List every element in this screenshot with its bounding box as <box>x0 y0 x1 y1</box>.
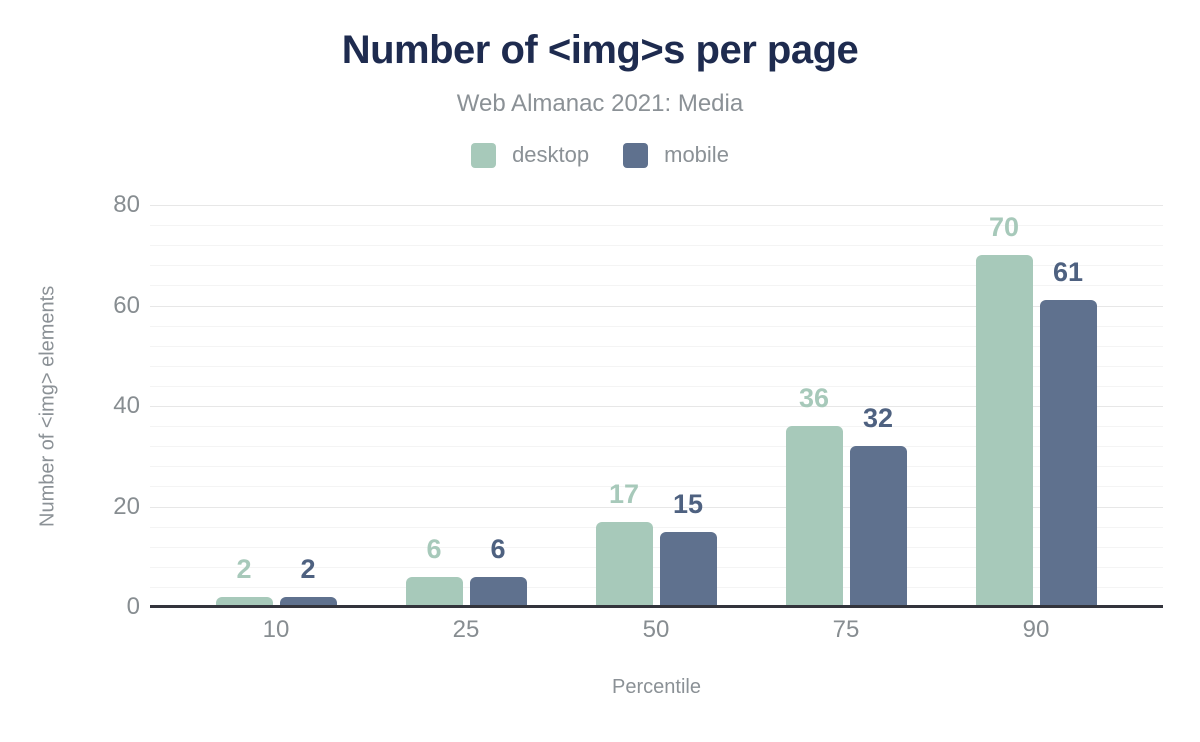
legend-label-mobile: mobile <box>664 142 729 167</box>
gridline <box>150 305 1163 307</box>
gridline <box>150 385 1163 387</box>
value-label-desktop-50: 17 <box>608 478 640 509</box>
y-tick-20: 20 <box>113 492 140 520</box>
bar-desktop-25[interactable] <box>405 576 463 607</box>
legend-swatch-desktop <box>471 142 497 168</box>
x-axis-ticks: 10 25 50 75 90 <box>150 616 1163 646</box>
bar-mobile-10[interactable] <box>279 596 337 607</box>
gridline <box>150 526 1163 528</box>
gridline <box>150 225 1163 227</box>
bar-mobile-75[interactable] <box>849 446 907 607</box>
legend-item-mobile[interactable]: mobile <box>623 142 729 168</box>
value-label-mobile-75: 32 <box>862 403 894 434</box>
x-tick-75: 75 <box>832 616 860 643</box>
gridline <box>150 345 1163 347</box>
legend: desktop mobile <box>0 142 1200 168</box>
y-axis-title: Number of <img> elements <box>36 285 59 527</box>
chart-title: Number of <img>s per page <box>341 28 859 72</box>
gridline <box>150 406 1163 407</box>
y-axis-ticks: 0 20 40 60 80 <box>70 193 140 619</box>
legend-item-desktop[interactable]: desktop <box>471 142 589 168</box>
gridline <box>150 546 1163 548</box>
bar-mobile-90[interactable] <box>1039 300 1097 607</box>
value-label-desktop-75: 36 <box>798 383 830 414</box>
legend-label-desktop: desktop <box>512 142 590 167</box>
gridline <box>150 285 1163 287</box>
y-tick-40: 40 <box>113 392 140 419</box>
gridline <box>150 325 1163 327</box>
bar-desktop-50[interactable] <box>595 521 653 607</box>
x-tick-50: 50 <box>642 616 670 643</box>
gridline <box>150 265 1163 267</box>
value-label-desktop-90: 70 <box>988 212 1020 243</box>
bar-desktop-75[interactable] <box>785 426 843 607</box>
legend-swatch-mobile <box>623 142 649 168</box>
chart-subtitle: Web Almanac 2021: Media <box>456 90 744 117</box>
x-axis-line <box>150 605 1163 608</box>
value-label-desktop-10: 2 <box>236 553 252 584</box>
x-tick-25: 25 <box>452 616 480 643</box>
gridline <box>150 365 1163 367</box>
bar-mobile-50[interactable] <box>659 531 717 607</box>
gridline <box>150 426 1163 428</box>
plot-area: 2 2 6 6 17 15 36 32 70 61 <box>150 205 1163 607</box>
gridline <box>150 506 1163 508</box>
gridline <box>150 245 1163 247</box>
value-label-mobile-90: 61 <box>1052 257 1084 288</box>
bar-desktop-90[interactable] <box>975 255 1033 607</box>
gridline <box>150 205 1163 206</box>
value-label-mobile-50: 15 <box>672 488 704 519</box>
y-tick-60: 60 <box>113 291 140 319</box>
x-tick-90: 90 <box>1022 616 1050 643</box>
y-tick-80: 80 <box>113 191 140 218</box>
gridline <box>150 466 1163 468</box>
value-label-desktop-25: 6 <box>426 533 442 564</box>
y-tick-0: 0 <box>126 593 140 620</box>
x-axis-title: Percentile <box>612 676 701 698</box>
gridline <box>150 446 1163 448</box>
x-tick-10: 10 <box>262 616 290 643</box>
bar-mobile-25[interactable] <box>469 576 527 607</box>
gridline <box>150 586 1163 588</box>
gridline <box>150 486 1163 488</box>
bar-desktop-10[interactable] <box>215 596 273 607</box>
value-label-mobile-25: 6 <box>490 533 506 564</box>
gridline <box>150 566 1163 568</box>
value-label-mobile-10: 2 <box>300 553 316 584</box>
